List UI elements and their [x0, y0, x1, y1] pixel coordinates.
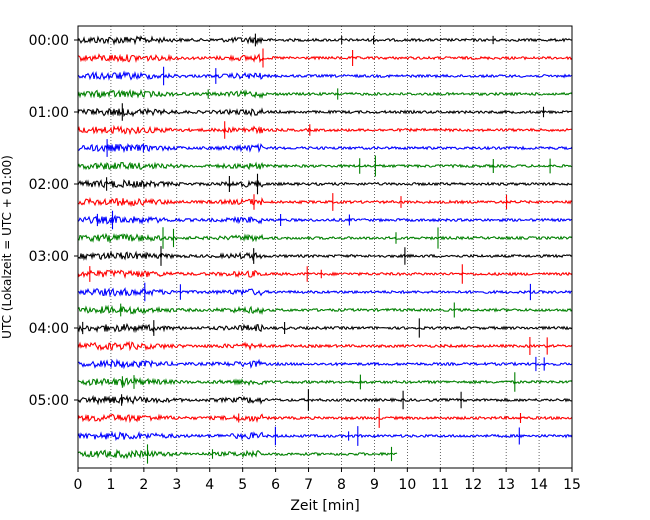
seismic-trace [77, 66, 573, 86]
seismic-trace [77, 282, 573, 302]
x-tick-label: 6 [271, 477, 280, 493]
seismic-trace [77, 444, 398, 464]
seismic-trace [77, 227, 573, 249]
seismic-trace [77, 103, 573, 121]
x-tick-label: 13 [497, 477, 515, 493]
y-tick-label: 01:00 [29, 105, 69, 121]
seismic-trace [77, 318, 573, 338]
x-tick-label: 1 [106, 477, 115, 493]
x-axis-label: Zeit [min] [290, 498, 359, 514]
seismic-trace [77, 210, 573, 230]
x-tick-label: 2 [139, 477, 148, 493]
y-axis-label: UTC (Lokalzeit = UTC + 01:00) [0, 155, 14, 339]
seismic-trace [77, 121, 573, 139]
x-axis: 0 1 2 3 4 5 6 7 8 9 10 11 12 13 14 15 [74, 468, 581, 493]
seismic-trace [77, 337, 573, 355]
x-tick-label: 15 [563, 477, 581, 493]
y-axis: 00:00 01:00 02:00 03:00 04:00 05:00 [29, 33, 78, 409]
y-tick-label: 04:00 [29, 321, 69, 337]
x-tick-label: 12 [464, 477, 482, 493]
seismic-trace [77, 372, 573, 392]
seismic-trace [77, 408, 573, 428]
x-tick-label: 9 [370, 477, 379, 493]
trace-layer [77, 33, 573, 464]
seismic-trace [77, 173, 573, 195]
x-tick-label: 14 [530, 477, 548, 493]
plot-frame [77, 25, 573, 469]
seismic-trace [77, 193, 573, 211]
y-tick-label: 05:00 [29, 393, 69, 409]
x-tick-label: 7 [304, 477, 313, 493]
seismic-trace [77, 155, 573, 177]
x-tick-label: 5 [238, 477, 247, 493]
seismic-trace [77, 88, 573, 100]
seismic-trace [77, 302, 573, 318]
seismic-trace [77, 139, 573, 157]
x-tick-label: 11 [431, 477, 449, 493]
seismic-trace [77, 426, 573, 446]
seismic-trace [77, 33, 573, 47]
x-tick-label: 10 [398, 477, 416, 493]
x-tick-label: 0 [74, 477, 83, 493]
y-tick-label: 03:00 [29, 249, 69, 265]
seismic-trace [77, 389, 573, 411]
y-tick-label: 02:00 [29, 177, 69, 193]
x-tick-label: 8 [337, 477, 346, 493]
seismic-trace [77, 356, 573, 372]
x-tick-label: 3 [172, 477, 181, 493]
y-tick-label: 00:00 [29, 33, 69, 49]
x-tick-label: 4 [205, 477, 214, 493]
seismic-trace [77, 48, 573, 68]
seismic-trace [77, 246, 573, 266]
seismic-trace [77, 264, 573, 284]
